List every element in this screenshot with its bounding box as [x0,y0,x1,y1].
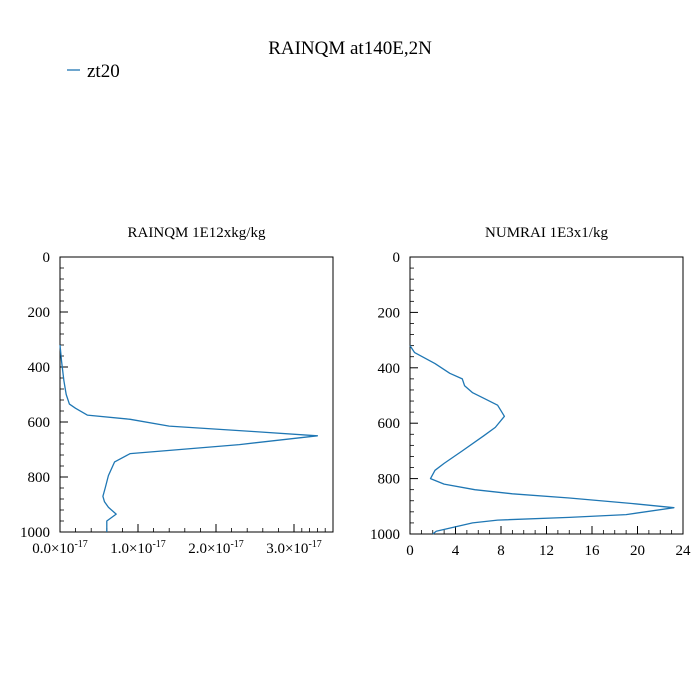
y-tick-label: 0 [43,250,51,266]
plot-frame [59,256,334,533]
x-tick-label: 12 [539,543,554,559]
x-tick-label: 16 [585,543,601,559]
y-tick-label: 1000 [20,525,50,541]
chart-panel-1: RAINQM 1E12xkg/kg 0 200 400 600 800 10000.0×10… [20,225,334,557]
panels: RAINQM 1E12xkg/kg020040060080010000.0×10… [20,225,691,559]
figure-title: RAINQM at140E,2N [268,38,432,59]
y-tick-label: 400 [28,360,51,376]
y-tick-label: 200 [28,305,51,321]
panel-title: RAINQM 1E12xkg/kg [128,225,266,241]
x-tick-label: 4 [452,543,460,559]
x-tick-label: 20 [630,543,645,559]
legend-label: zt20 [87,61,120,82]
y-tick-label: 800 [28,470,51,486]
x-tick-label: 2.0×10-17 [188,539,244,557]
plot-frame [409,256,684,535]
x-tick-label: 0 [406,543,414,559]
y-tick-label: 200 [378,305,401,321]
x-tick-label: 8 [497,543,505,559]
x-tick-label: 0.0×10-17 [32,539,88,557]
y-tick-label: 600 [28,415,51,431]
x-tick-label: 3.0×10-17 [266,539,322,557]
y-tick-label: 400 [378,361,401,377]
y-tick-label: 600 [378,416,401,432]
y-tick-label: 800 [378,472,401,488]
x-tick-label: 24 [676,543,692,559]
y-tick-label: 0 [393,250,401,266]
series-line-zt20 [409,345,675,535]
chart-panel-2: NUMRAI 1E3x1/kg 0 200 400 600 800 1000 0 4 8 12 16 2… [370,225,691,559]
series-line-zt20 [59,344,319,532]
y-tick-label: 1000 [370,527,400,543]
panel-title: NUMRAI 1E3x1/kg [485,225,608,241]
x-tick-label: 1.0×10-17 [110,539,166,557]
